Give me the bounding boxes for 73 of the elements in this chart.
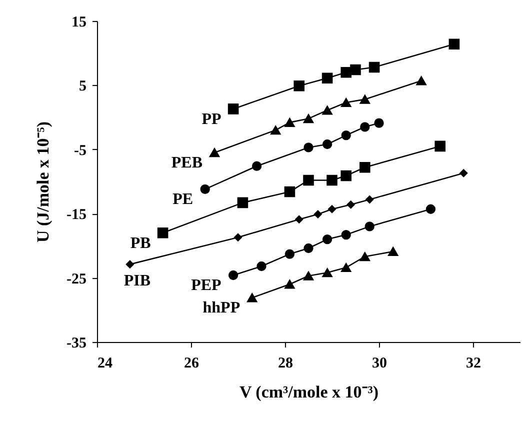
point <box>460 169 468 178</box>
x-tick-label: 28 <box>278 356 293 372</box>
point <box>304 142 314 152</box>
point <box>200 184 210 194</box>
point <box>270 126 281 135</box>
point <box>322 234 332 244</box>
point <box>434 140 446 152</box>
point <box>228 104 239 114</box>
series-label: PP <box>202 110 222 128</box>
point <box>284 118 295 127</box>
point <box>388 246 398 256</box>
point <box>237 197 248 208</box>
point <box>416 76 426 86</box>
point <box>374 118 384 128</box>
point <box>322 72 333 84</box>
point <box>364 222 374 232</box>
point <box>366 195 374 204</box>
point <box>360 122 370 132</box>
series-label: hhPP <box>202 300 240 317</box>
y-tick-label: 5 <box>79 78 86 95</box>
point <box>304 243 314 254</box>
point <box>340 263 352 272</box>
point <box>126 260 134 268</box>
series-label: PEP <box>191 277 222 294</box>
y-tick-label: -25 <box>66 271 86 288</box>
point <box>284 280 295 289</box>
point <box>340 98 352 108</box>
point <box>426 204 436 214</box>
point <box>303 271 314 280</box>
series-label: PEB <box>171 154 203 172</box>
point <box>284 249 295 259</box>
x-tick-label: 26 <box>184 356 200 372</box>
x-tick-label: 32 <box>466 356 481 372</box>
point <box>360 94 370 104</box>
x-axis-title: V (cm³/mole x 10⁻³) <box>239 382 379 402</box>
point <box>284 186 296 198</box>
point <box>350 64 361 76</box>
series-label: PB <box>130 234 152 252</box>
y-tick-label: -15 <box>66 207 86 224</box>
point <box>341 130 351 140</box>
y-axis-title: U (J/mole x 10⁻⁵) <box>34 121 53 243</box>
point <box>360 252 370 262</box>
point <box>322 106 332 115</box>
point <box>228 270 238 280</box>
point <box>157 227 168 238</box>
point <box>322 268 332 278</box>
series-label: PIB <box>124 272 151 290</box>
point <box>294 80 304 92</box>
point <box>256 261 266 272</box>
point <box>322 139 332 150</box>
x-tick-label: 24 <box>98 356 113 372</box>
point <box>368 62 380 73</box>
point <box>326 174 338 186</box>
point <box>209 148 220 158</box>
point <box>234 233 242 242</box>
point <box>448 38 460 50</box>
point <box>314 210 322 218</box>
point <box>246 293 258 302</box>
y-tick-label: 15 <box>72 14 86 30</box>
point <box>346 200 355 209</box>
point <box>360 162 370 173</box>
point <box>328 205 336 214</box>
y-tick-label: -5 <box>74 142 86 159</box>
point <box>340 170 352 182</box>
x-tick-label: 30 <box>372 356 387 372</box>
y-tick-label: -35 <box>66 336 86 352</box>
point <box>340 66 352 78</box>
point <box>303 114 314 124</box>
point <box>252 161 262 171</box>
point <box>295 215 304 224</box>
series-label: PE <box>172 191 194 208</box>
point <box>303 174 314 186</box>
point <box>341 230 351 240</box>
